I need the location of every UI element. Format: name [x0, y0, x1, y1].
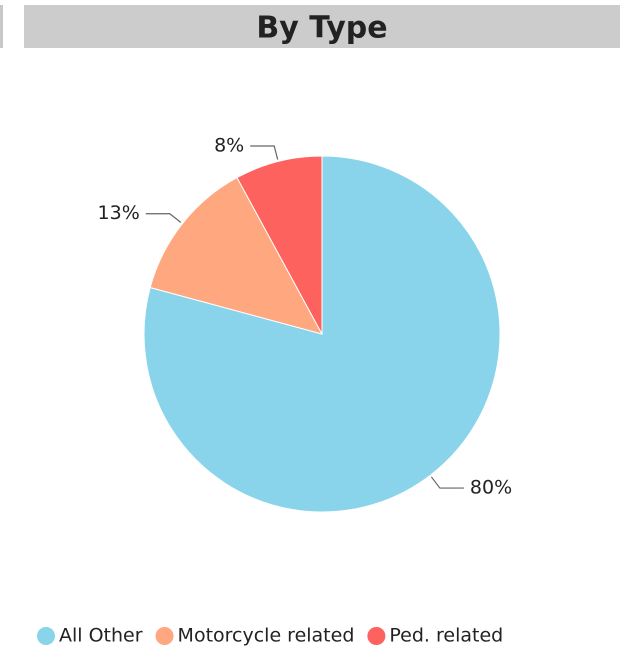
legend-label: All Other — [59, 625, 143, 647]
pie-slice — [236, 155, 323, 335]
leader-line — [250, 145, 279, 160]
leader-line — [430, 476, 464, 489]
chart-title: By Type — [256, 11, 387, 46]
legend-label: Motorcycle related — [178, 625, 355, 647]
legend-marker — [367, 627, 386, 645]
title-bar — [24, 5, 620, 48]
data-label: 13% — [98, 202, 140, 224]
pie-slice — [143, 155, 501, 513]
data-label: 8% — [214, 134, 244, 156]
pie-slice — [149, 176, 323, 335]
legend-label: Ped. related — [389, 625, 503, 647]
legend-marker — [37, 627, 55, 645]
leader-line — [145, 213, 182, 223]
data-label: 80% — [470, 477, 512, 499]
legend-marker — [155, 627, 174, 645]
side-bar — [0, 5, 3, 48]
